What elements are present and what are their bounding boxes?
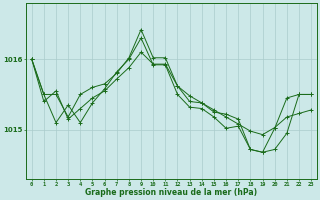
X-axis label: Graphe pression niveau de la mer (hPa): Graphe pression niveau de la mer (hPa) [85, 188, 258, 197]
